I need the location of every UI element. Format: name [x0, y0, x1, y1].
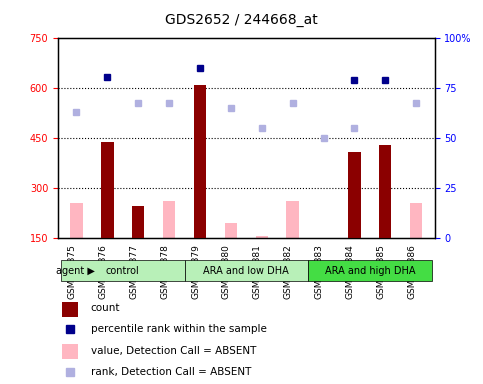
Bar [71, 203, 83, 238]
Bar [348, 152, 361, 238]
Text: control: control [106, 266, 140, 276]
Text: rank, Detection Call = ABSENT: rank, Detection Call = ABSENT [91, 367, 251, 377]
Text: ARA and low DHA: ARA and low DHA [203, 266, 289, 276]
Bar [62, 301, 78, 317]
Bar [410, 203, 422, 238]
Bar [225, 223, 237, 238]
Text: percentile rank within the sample: percentile rank within the sample [91, 324, 267, 334]
FancyBboxPatch shape [185, 260, 308, 281]
Bar [194, 85, 206, 238]
Bar [379, 145, 391, 238]
Text: value, Detection Call = ABSENT: value, Detection Call = ABSENT [91, 346, 256, 356]
Text: ARA and high DHA: ARA and high DHA [325, 266, 415, 276]
Text: agent ▶: agent ▶ [57, 266, 95, 276]
FancyBboxPatch shape [308, 260, 432, 281]
Bar [286, 202, 299, 238]
Text: GDS2652 / 244668_at: GDS2652 / 244668_at [165, 13, 318, 27]
Bar [101, 142, 114, 238]
Bar [62, 344, 78, 359]
Bar [132, 207, 144, 238]
Bar [256, 237, 268, 238]
Bar [163, 202, 175, 238]
FancyBboxPatch shape [61, 260, 185, 281]
Text: count: count [91, 303, 120, 313]
